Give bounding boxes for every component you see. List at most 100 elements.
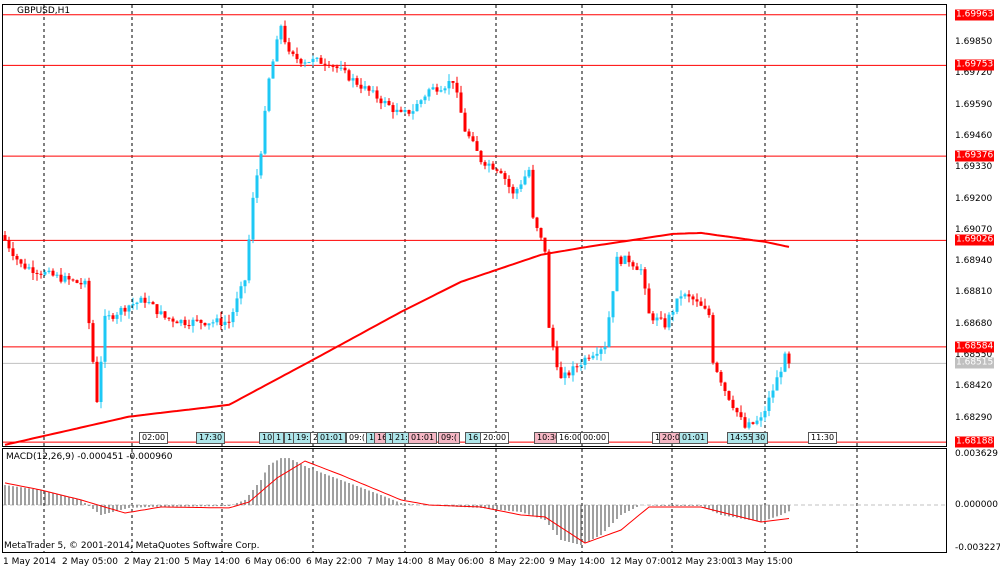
event-marker[interactable]: 02:00 xyxy=(139,432,169,444)
candle-body xyxy=(719,371,723,383)
price-axis-label: 1.69460 xyxy=(955,130,993,141)
candle-body xyxy=(487,163,491,166)
event-marker[interactable]: 00:00 xyxy=(580,432,610,444)
candle-body xyxy=(275,39,279,62)
candle-body xyxy=(691,296,695,300)
candle-body xyxy=(571,366,575,376)
candle-body xyxy=(475,141,479,151)
candle-body xyxy=(43,271,47,275)
candle-body xyxy=(359,84,363,89)
macd-pane xyxy=(3,458,946,546)
candle-body xyxy=(87,280,91,324)
event-marker[interactable]: 21: xyxy=(392,432,411,444)
candle-body xyxy=(623,255,627,264)
event-marker[interactable]: 20:0 xyxy=(659,432,683,444)
time-axis-label: 13 May 15:00 xyxy=(731,557,793,567)
candle-body xyxy=(423,96,427,101)
event-marker[interactable]: 01:01 xyxy=(679,432,709,444)
candle-body xyxy=(663,318,667,328)
price-axis-label: 1.69330 xyxy=(955,162,993,173)
bid-price-tag: 1.68515 xyxy=(955,357,994,369)
candle-body xyxy=(123,307,127,312)
event-marker[interactable]: 01:01 xyxy=(408,432,438,444)
candle-body xyxy=(567,372,571,376)
candle-body xyxy=(463,112,467,132)
event-marker[interactable]: 09:( xyxy=(346,432,368,444)
candle-body xyxy=(91,323,95,362)
candle-body xyxy=(723,382,727,392)
candle-body xyxy=(111,315,115,319)
time-axis-label: 12 May 23:00 xyxy=(671,557,733,567)
event-marker[interactable]: 17:30 xyxy=(196,432,226,444)
candle-body xyxy=(479,150,483,163)
candle-body xyxy=(667,314,671,328)
event-marker[interactable]: 01:01 xyxy=(317,432,347,444)
candle-body xyxy=(7,239,11,249)
candle-body xyxy=(519,184,523,189)
candle-body xyxy=(363,86,367,89)
time-axis-label: 2 May 05:00 xyxy=(62,557,118,567)
price-axis-label: 1.68940 xyxy=(955,256,993,267)
candle-body xyxy=(295,53,299,60)
candle-body xyxy=(11,248,15,256)
candle-body xyxy=(751,422,755,424)
candle-body xyxy=(311,58,315,63)
candle-body xyxy=(779,371,783,378)
candle-body xyxy=(491,163,495,170)
candle-body xyxy=(627,255,631,263)
price-axis-label: 1.68810 xyxy=(955,287,993,298)
main-pane-frame xyxy=(2,4,947,447)
candle-body xyxy=(223,321,227,325)
candle-body xyxy=(687,294,691,297)
candle-body xyxy=(175,321,179,324)
macd-pane-frame xyxy=(2,448,947,553)
candle-body xyxy=(307,62,311,64)
candle-body xyxy=(371,90,375,92)
candle-body xyxy=(71,279,75,281)
candle-body xyxy=(347,70,351,81)
candle-body xyxy=(731,399,735,409)
time-axis-label: 8 May 06:00 xyxy=(428,557,484,567)
candle-body xyxy=(747,422,751,428)
candle-body xyxy=(575,366,579,368)
event-marker[interactable]: 20:00 xyxy=(480,432,510,444)
candle-body xyxy=(211,322,215,324)
candle-body xyxy=(607,317,611,347)
candle-body xyxy=(131,304,135,306)
candle-body xyxy=(643,269,647,289)
candle-body xyxy=(291,51,295,54)
candle-body xyxy=(639,269,643,271)
event-marker[interactable]: 30 xyxy=(752,432,769,444)
macd-axis-label: -0.003227 xyxy=(955,543,1000,553)
time-axis-label: 1 May 2014 xyxy=(3,557,56,567)
price-axis-label: 1.68550 xyxy=(955,350,993,360)
event-marker[interactable]: 1 xyxy=(273,432,285,444)
event-marker[interactable]: 16 xyxy=(465,432,482,444)
candle-body xyxy=(455,82,459,93)
macd-label: MACD(12,26,9) -0.000451 -0.000960 xyxy=(6,452,173,462)
candle-body xyxy=(615,256,619,292)
candle-body xyxy=(323,63,327,65)
candle-body xyxy=(255,175,259,198)
candle-body xyxy=(115,314,119,319)
candle-body xyxy=(743,417,747,428)
candle-body xyxy=(603,346,607,350)
candle-body xyxy=(279,25,283,40)
event-marker[interactable]: 09:( xyxy=(438,432,460,444)
time-axis-label: 9 May 14:00 xyxy=(549,557,605,567)
candle-body xyxy=(395,109,399,113)
candle-body xyxy=(655,317,659,321)
candle-body xyxy=(759,417,763,421)
event-marker[interactable]: 11:30 xyxy=(808,432,838,444)
candle-body xyxy=(199,319,203,323)
candle-body xyxy=(659,317,663,319)
candle-body xyxy=(427,89,431,97)
candle-body xyxy=(195,319,199,321)
candle-body xyxy=(143,297,147,303)
candle-body xyxy=(135,302,139,305)
candle-body xyxy=(543,237,547,252)
candle-body xyxy=(103,315,107,362)
candle-body xyxy=(507,178,511,187)
price-level-tag: 1.69026 xyxy=(955,234,994,246)
